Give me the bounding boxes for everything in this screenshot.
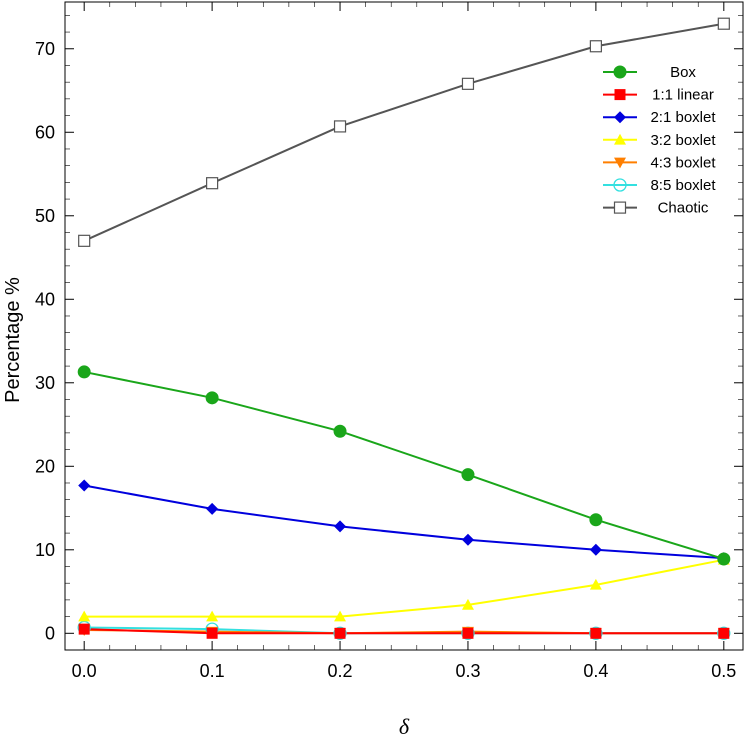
data-point-0-3 [461, 468, 475, 482]
data-point-1-5 [718, 627, 730, 639]
y-tick-label: 30 [35, 373, 55, 393]
data-point-3-2 [334, 610, 347, 622]
legend-marker-6 [613, 201, 627, 214]
legend-marker-0 [613, 65, 627, 79]
y-tick-label: 70 [35, 39, 55, 59]
y-tick-label: 60 [35, 122, 55, 142]
data-point-6-3 [461, 77, 475, 90]
legend-marker-5 [613, 178, 627, 192]
data-point-2-4 [589, 543, 602, 556]
data-point-0-1 [205, 391, 219, 405]
legend-label-5: 8:5 boxlet [650, 177, 716, 194]
data-point-0-0 [77, 365, 91, 379]
x-axis-label: δ [399, 714, 410, 739]
y-tick-label: 20 [35, 456, 55, 476]
legend-marker-1 [614, 89, 626, 101]
x-tick-label: 0.1 [200, 661, 225, 681]
data-point-2-1 [206, 502, 219, 515]
axis-tick-labels: 0.0 0.1 0.2 0.3 0.4 0.5 0 10 20 30 40 50 60 70 [35, 39, 736, 681]
data-point-3-1 [206, 610, 219, 622]
y-tick-label: 10 [35, 540, 55, 560]
legend-label-1: 1:1 linear [652, 87, 714, 104]
x-tick-label: 0.5 [711, 661, 736, 681]
data-point-1-4 [590, 627, 602, 639]
data-point-6-5 [717, 17, 730, 30]
legend-label-2: 2:1 boxlet [650, 109, 716, 126]
legend-label-4: 4:3 boxlet [650, 154, 716, 171]
data-point-2-3 [461, 533, 474, 546]
legend-label-3: 3:2 boxlet [650, 132, 716, 149]
legend-marker-4 [614, 157, 626, 169]
data-point-2-2 [334, 520, 347, 533]
data-point-3-3 [461, 598, 474, 610]
legend: Box 1:1 linear 2:1 boxlet 3:2 boxlet 4:3 box… [603, 64, 716, 217]
series-line-2 [84, 484, 724, 560]
series-line-6 [83, 22, 724, 242]
y-tick-label: 50 [35, 206, 55, 226]
series-line-1 [84, 628, 724, 635]
y-tick-label: 40 [35, 289, 55, 309]
data-point-6-1 [206, 177, 219, 190]
legend-marker-3 [614, 133, 626, 145]
x-tick-label: 0.4 [583, 661, 608, 681]
data-point-1-1 [206, 627, 218, 639]
data-point-2-0 [78, 479, 91, 492]
plot-frame [64, 1, 744, 651]
legend-label-6: Chaotic [658, 200, 709, 217]
data-point-3-4 [589, 578, 602, 590]
series-line-0 [83, 370, 725, 560]
legend-marker-2 [614, 111, 626, 124]
data-point-1-3 [462, 627, 474, 639]
y-tick-label: 0 [45, 623, 55, 643]
legend-label-0: Box [670, 64, 696, 81]
y-axis-label: Percentage % [2, 277, 24, 403]
data-point-0-5 [717, 552, 731, 566]
data-point-0-4 [589, 513, 603, 527]
x-tick-label: 0.2 [328, 661, 353, 681]
data-point-6-4 [589, 40, 602, 53]
data-point-1-0 [78, 623, 90, 635]
data-point-0-2 [333, 424, 347, 438]
data-point-3-0 [78, 610, 91, 622]
x-tick-label: 0.0 [72, 661, 97, 681]
data-point-6-0 [78, 234, 91, 247]
x-tick-label: 0.3 [455, 661, 480, 681]
series-lines [83, 22, 725, 635]
axis-ticks [65, 2, 743, 650]
series-markers [77, 17, 731, 640]
series-line-3 [84, 558, 725, 618]
data-point-6-2 [333, 120, 347, 133]
data-point-1-2 [334, 627, 346, 639]
